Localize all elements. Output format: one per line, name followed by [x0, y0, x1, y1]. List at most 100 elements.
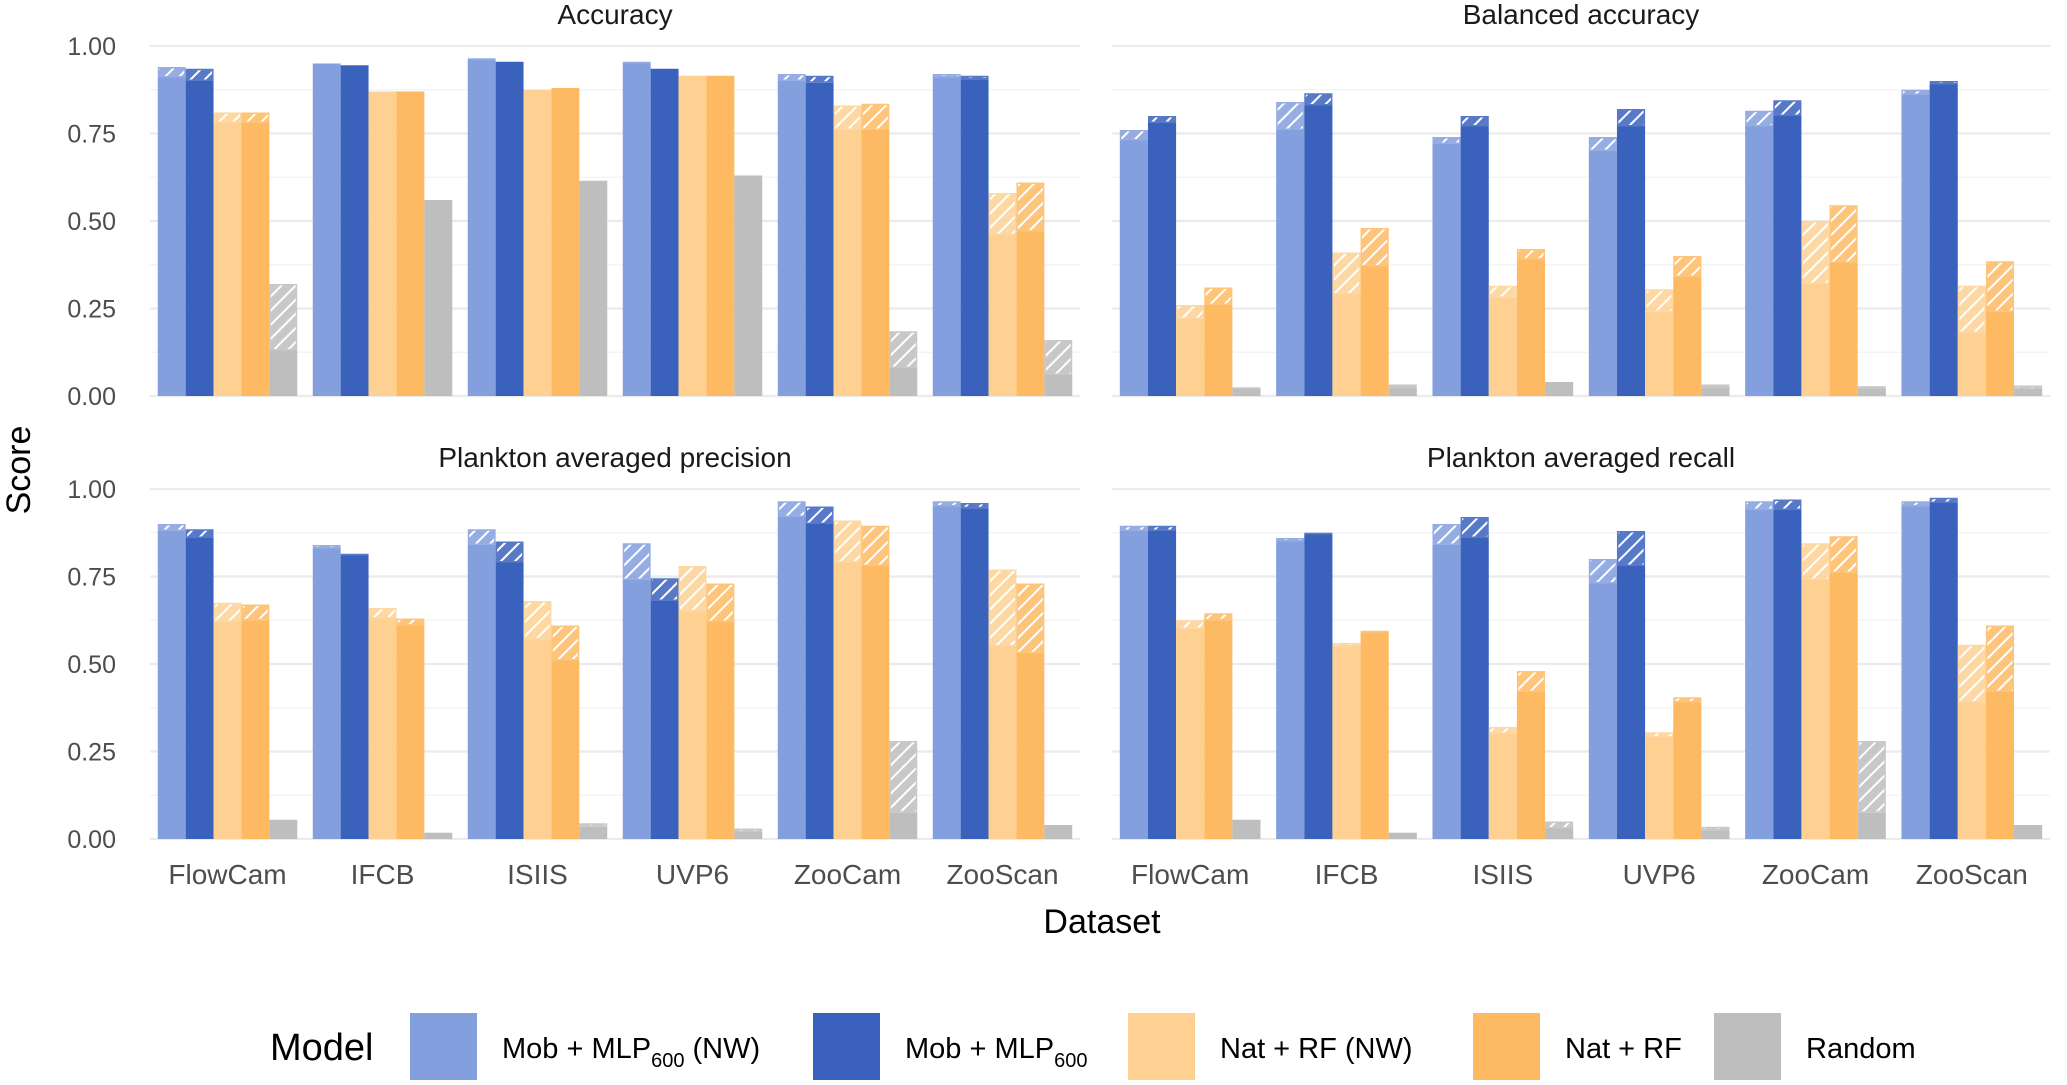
- bar-random-zoocam: [889, 812, 918, 839]
- bar-range-hatch: [1646, 290, 1672, 311]
- bar-range-hatch: [1205, 289, 1231, 304]
- bar-range-hatch: [1902, 91, 1929, 94]
- bar-nat_nw-flowcam: [1176, 319, 1205, 396]
- bar-range-hatch: [835, 522, 860, 561]
- legend-swatch: [813, 1013, 880, 1080]
- bar-range-random-ifcb: [1388, 384, 1417, 388]
- bar-nat_nw-isiis: [1488, 734, 1517, 839]
- panel-plankton-averaged-precision: Plankton averaged precision 0.00 0.25 0.50 0…: [67, 442, 1080, 890]
- legend-item-random: Random: [1714, 1013, 1916, 1080]
- y-tick-label: 0.00: [67, 826, 116, 854]
- bar-nat_nw-zoocam: [1801, 284, 1830, 396]
- bar-mob_nw-flowcam: [157, 531, 186, 839]
- bar-nat_nw-zooscan: [988, 646, 1017, 839]
- bar-mob_nw-uvp6: [622, 63, 651, 396]
- bar-range-hatch: [1462, 117, 1488, 125]
- bar-nat_nw-flowcam: [1176, 629, 1205, 839]
- bar-random-isiis: [579, 180, 608, 396]
- bar-range-hatch: [1646, 733, 1672, 736]
- bar-range-hatch: [1362, 229, 1388, 265]
- bar-range-hatch: [1774, 501, 1800, 509]
- bar-range-hatch: [1831, 206, 1857, 262]
- panel-accuracy: Accuracy 0.00 0.25 0.50 0.75 1.00: [67, 0, 1080, 411]
- bar-range-hatch: [1333, 254, 1360, 293]
- legend-label: Nat + RF: [1565, 1033, 1682, 1065]
- bar-range-hatch: [314, 546, 340, 547]
- bar-mob-ifcb: [340, 65, 369, 396]
- bar-range-hatch: [2015, 387, 2041, 388]
- bar-range-hatch: [1774, 101, 1800, 115]
- bar-mob-zoocam: [1773, 116, 1802, 396]
- legend-label: Random: [1806, 1033, 1916, 1065]
- panel-balanced-accuracy: Balanced accuracy: [1112, 0, 2050, 398]
- bar-range-hatch: [1277, 103, 1303, 129]
- bar-mob_nw-uvp6: [1588, 583, 1617, 839]
- bar-nat_nw-uvp6: [1645, 737, 1674, 839]
- bar-mob_nw-uvp6: [622, 580, 651, 839]
- y-tick-label: 0.50: [67, 208, 116, 236]
- bar-range-random-zoocam: [1857, 386, 1886, 389]
- bar-nat-isiis: [1516, 692, 1546, 839]
- bar-mob_nw-zoocam: [1745, 510, 1774, 839]
- bar-range-hatch: [1987, 627, 2013, 691]
- bar-range-hatch: [807, 508, 833, 523]
- bar-random-uvp6: [1701, 830, 1730, 839]
- bar-mob_nw-zooscan: [932, 506, 961, 839]
- bar-mob_nw-flowcam: [1119, 531, 1148, 839]
- bar-random-ifcb: [1388, 387, 1417, 396]
- x-tick-label: UVP6: [656, 859, 729, 890]
- bar-range-hatch: [779, 502, 805, 516]
- bar-range-hatch: [862, 105, 888, 129]
- bar-range-hatch: [890, 332, 916, 367]
- bar-range-hatch: [1490, 287, 1516, 297]
- bar-range-hatch: [1017, 585, 1043, 652]
- bar-range-hatch: [934, 75, 960, 76]
- bar-range-hatch: [1959, 646, 1985, 701]
- bar-nat_nw-zoocam: [833, 562, 862, 839]
- bar-mob_nw-flowcam: [1119, 140, 1148, 396]
- bar-nat_nw-ifcb: [368, 91, 397, 396]
- y-tick-label: 0.75: [67, 564, 116, 592]
- bar-range-hatch: [1902, 502, 1929, 505]
- bar-nat_nw-zoocam: [833, 130, 862, 396]
- legend-item-mob: Mob + MLP600: [813, 1013, 1087, 1080]
- bar-range-mob-ifcb: [1304, 532, 1333, 535]
- bar-random-uvp6: [1701, 387, 1730, 396]
- bar-range-hatch: [890, 742, 916, 812]
- bar-random-zooscan: [2014, 389, 2043, 396]
- legend-swatch: [1128, 1013, 1195, 1080]
- x-axis-title: Dataset: [1043, 903, 1161, 941]
- bar-range-hatch: [1746, 112, 1772, 125]
- legend-item-nat_nw: Nat + RF (NW): [1128, 1013, 1413, 1080]
- bar-random-zoocam: [1857, 812, 1886, 839]
- bar-range-hatch: [215, 604, 240, 621]
- bar-range-hatch: [1590, 138, 1616, 150]
- bar-nat_nw-isiis: [1488, 298, 1517, 396]
- bar-nat_nw-ifcb: [1332, 294, 1361, 396]
- bar-range-hatch: [215, 114, 240, 122]
- bar-nat-zooscan: [1016, 653, 1045, 839]
- bar-mob_nw-zoocam: [1745, 126, 1774, 396]
- bar-random-flowcam: [1232, 389, 1261, 396]
- bar-range-hatch: [1546, 823, 1572, 827]
- bar-range-hatch: [990, 194, 1015, 234]
- bar-range-hatch: [1802, 544, 1829, 579]
- bar-range-hatch: [707, 585, 733, 621]
- bar-nat-uvp6: [706, 622, 735, 839]
- bar-mob-zooscan: [960, 79, 989, 396]
- bar-range-hatch: [397, 620, 423, 624]
- bar-range-hatch: [680, 567, 705, 610]
- bar-range-hatch: [270, 285, 296, 349]
- bar-range-hatch: [1674, 698, 1700, 701]
- panel-title: Accuracy: [557, 0, 672, 30]
- bar-random-flowcam: [269, 350, 298, 396]
- bar-range-hatch: [1177, 306, 1203, 318]
- bar-random-zoocam: [1857, 389, 1886, 396]
- bar-mob-flowcam: [1147, 123, 1177, 396]
- bar-range-hatch: [990, 571, 1015, 645]
- bar-mob-zoocam: [1773, 510, 1802, 839]
- bar-mob_nw-ifcb: [1276, 130, 1305, 396]
- bar-mob-ifcb: [1304, 534, 1333, 839]
- bar-nat-uvp6: [706, 75, 735, 396]
